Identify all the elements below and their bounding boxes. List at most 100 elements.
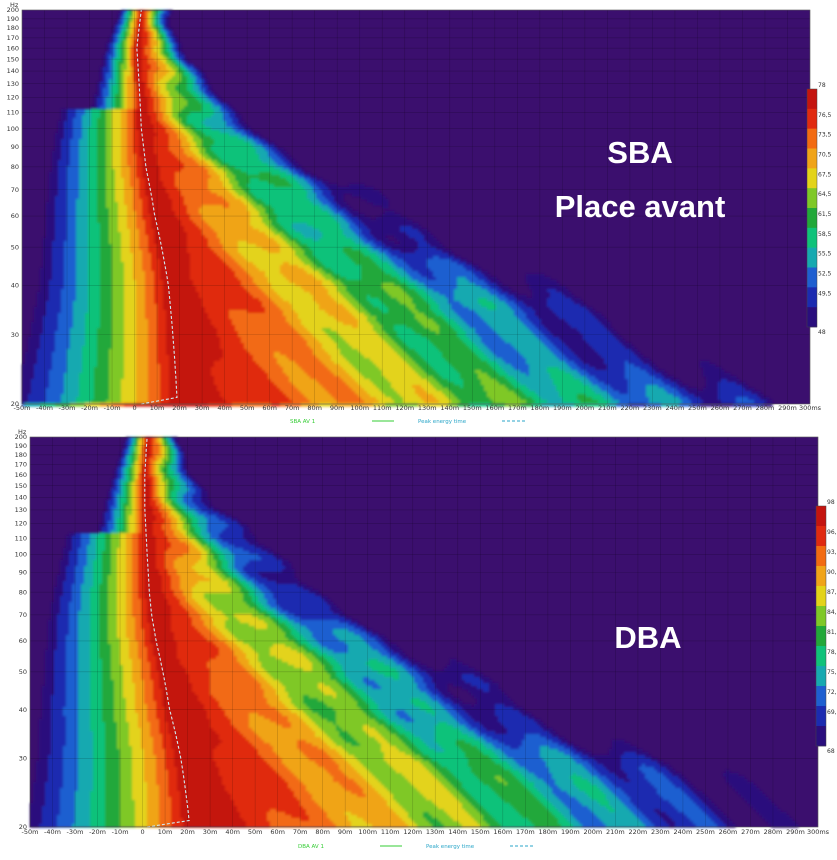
x-tick-label: 180m [530,404,549,412]
legend: DBA AV 1 Peak energy time [298,844,534,850]
colorbar-tick-label: 64,5 [818,191,832,198]
x-tick-label: 190m [553,404,572,412]
colorbar-swatch [807,128,817,149]
spectral-field [30,437,799,828]
x-tick-label: 90m [338,828,353,836]
x-tick-label: -30m [67,828,84,836]
x-tick-label: 170m [508,404,527,412]
colorbar-swatch [816,706,826,727]
colorbar-swatch [807,208,817,229]
colorbar-tick-label: 93, [827,549,837,556]
x-tick-label: 240m [666,404,685,412]
x-tick-label: 250m [688,404,707,412]
y-tick-label: 50 [19,668,27,676]
x-tick-label: 70m [285,404,300,412]
colorbar-swatch [816,646,826,667]
colorbar-tick-label: 90, [827,569,837,576]
x-tick-label: 290m [778,404,797,412]
x-tick-label: 250m [696,828,715,836]
colorbar-tick-label: 78 [818,82,826,89]
colorbar: 98 96, 93, 90, 87, 84, 81, 78, 75, 72, 69, 68 [815,499,837,755]
y-tick-label: 30 [11,331,19,339]
x-tick-label: 180m [538,828,557,836]
x-tick-label: -40m [36,404,53,412]
y-tick-label: 200 [15,433,27,441]
x-tick-label: 40m [217,404,232,412]
colorbar-swatch [807,89,817,110]
x-tick-label: 200m [575,404,594,412]
colorbar-swatch [816,686,826,707]
colorbar-tick-label: 58,5 [818,231,832,238]
spectral-field [22,10,773,407]
x-tick-label: 160m [485,404,504,412]
x-tick-label: 240m [674,828,693,836]
y-tick-label: 160 [7,44,19,52]
y-tick-label: 40 [19,706,27,714]
legend: SBA AV 1 Peak energy time [290,419,526,425]
y-tick-label: 50 [11,243,19,251]
legend-peak-label: Peak energy time [418,419,467,425]
colorbar-swatch [807,267,817,288]
legend-peak-label: Peak energy time [426,844,475,850]
colorbar-swatch [807,148,817,169]
overlay-annotation: DBA [614,620,681,655]
x-tick-label: 70m [293,828,308,836]
colorbar-swatch [807,227,817,248]
x-tick-label: 260m [711,404,730,412]
x-tick-label: -10m [104,404,121,412]
colorbar-swatch [816,506,826,527]
x-tick-label: 0 [141,828,145,836]
peak-energy-time-line [144,436,190,828]
colorbar-swatch [816,526,826,547]
y-tick-label: 70 [19,611,27,619]
y-tick-label: 160 [15,471,27,479]
colorbar-swatch [816,626,826,647]
x-tick-label: 300ms [807,828,830,836]
x-tick-label: 130m [426,828,445,836]
x-tick-label: 30m [203,828,218,836]
y-tick-label: 120 [15,520,27,528]
y-tick-label: 140 [15,494,27,502]
y-tick-label: 110 [7,108,19,116]
colorbar-swatch [807,168,817,189]
y-tick-label: 150 [7,55,19,63]
y-tick-label: 150 [15,482,27,490]
colorbar-tick-label: 52,5 [818,270,832,277]
peak-energy-time-line [136,9,178,405]
colorbar-swatch [816,726,826,747]
colorbar-swatch [816,666,826,687]
x-tick-label: 290m [786,828,805,836]
colorbar-tick-label: 69, [827,709,837,716]
colorbar-tick-label: 87, [827,589,837,596]
x-tick-label: 260m [719,828,738,836]
x-tick-label: 100m [358,828,377,836]
colorbar-swatch [807,247,817,268]
colorbar-tick-label: 72, [827,689,837,696]
x-tick-label: 10m [158,828,173,836]
y-tick-label: 140 [7,67,19,75]
x-tick-label: -20m [81,404,98,412]
y-tick-label: 110 [15,534,27,542]
y-tick-label: 70 [11,186,19,194]
colorbar-tick-label: 96, [827,529,837,536]
x-tick-label: 120m [395,404,414,412]
x-tick-label: 20m [180,828,195,836]
y-tick-label: 170 [15,461,27,469]
x-tick-label: 210m [606,828,625,836]
colorbar-tick-label: 55,5 [818,251,832,258]
y-tick-label: 40 [11,282,19,290]
colorbar-tick-label: 73,5 [818,132,832,139]
colorbar-tick-label: 70,5 [818,151,832,158]
x-tick-label: 10m [150,404,165,412]
x-tick-label: 270m [741,828,760,836]
x-tick-label: 90m [330,404,345,412]
y-tick-label: 100 [15,551,27,559]
x-tick-label: -50m [22,828,39,836]
x-tick-label: 150m [471,828,490,836]
colorbar-swatch [816,606,826,627]
y-tick-label: 30 [19,755,27,763]
colorbar-tick-label: 81, [827,629,837,636]
colorbar-swatch [816,566,826,587]
x-tick-label: 210m [598,404,617,412]
x-tick-label: 110m [381,828,400,836]
